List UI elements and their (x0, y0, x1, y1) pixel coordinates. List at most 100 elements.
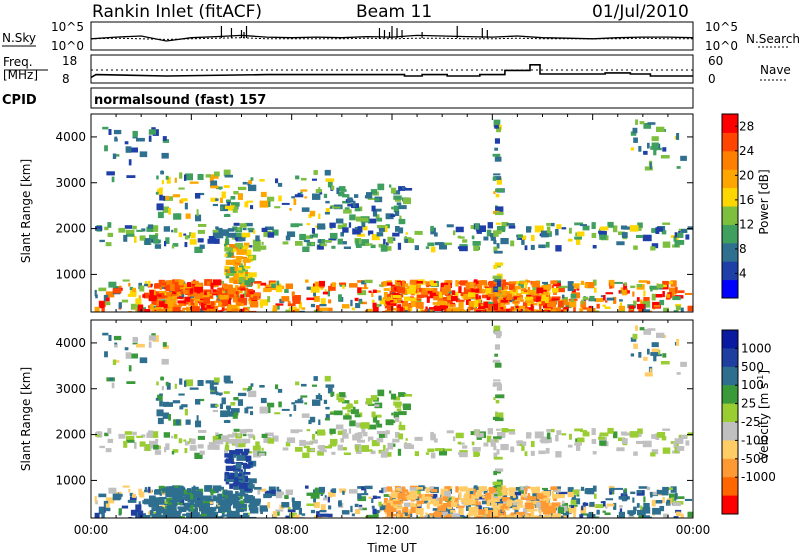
velocity-cell (328, 491, 336, 497)
velocity-cell (487, 499, 495, 503)
velocity-cell (371, 505, 375, 509)
velocity-cell (230, 402, 236, 406)
velocity-cell (95, 500, 98, 505)
velocity-cell (343, 452, 351, 455)
power-cell (430, 246, 436, 253)
velocity-cell (210, 391, 219, 395)
velocity-colorbar-label: 500 (741, 360, 764, 374)
power-cell (190, 232, 196, 239)
velocity-cell (224, 380, 233, 384)
velocity-cell (545, 502, 549, 510)
power-cell (250, 205, 254, 210)
velocity-cell (227, 407, 231, 413)
velocity-cell (318, 486, 325, 493)
velocity-cell (495, 412, 504, 419)
velocity-cell (127, 499, 137, 503)
velocity-cell (194, 452, 203, 459)
power-cell (105, 297, 110, 302)
velocity-cell (167, 502, 175, 505)
velocity-cell (551, 491, 554, 495)
power-cell (357, 280, 365, 283)
power-cell (669, 287, 678, 294)
velocity-cell (320, 504, 326, 511)
power-cell (478, 295, 481, 299)
velocity-cell (250, 507, 258, 514)
power-cell (257, 284, 261, 289)
velocity-cell (669, 493, 678, 500)
power-cell (242, 228, 247, 231)
power-cell (471, 235, 475, 240)
velocity-cell (517, 440, 523, 444)
velocity-cell (212, 435, 219, 439)
velocity-cell (268, 493, 277, 497)
velocity-colorbar-label: 100 (741, 378, 764, 392)
power-cell (239, 310, 246, 312)
velocity-cell (471, 441, 475, 446)
power-cell (532, 286, 540, 293)
velocity-cell (441, 493, 445, 499)
velocity-cell (389, 509, 397, 512)
power-cell (306, 286, 312, 290)
velocity-cell (224, 453, 233, 458)
velocity-cell (329, 428, 336, 434)
power-cell (459, 236, 465, 239)
power-cell (287, 303, 296, 307)
power-cell (410, 299, 418, 306)
velocity-cell (393, 401, 402, 406)
power-cell (239, 280, 247, 287)
power-cell (551, 298, 560, 301)
power-cell (495, 206, 504, 213)
power-cell (567, 238, 573, 242)
velocity-cell (459, 450, 468, 454)
power-cell (493, 173, 501, 176)
velocity-cell (329, 412, 333, 415)
velocity-cell (161, 488, 167, 492)
velocity-cell (246, 406, 253, 409)
velocity-cell (185, 379, 193, 387)
power-cell (430, 225, 434, 232)
velocity-cell (501, 507, 510, 511)
power-cell (662, 222, 671, 225)
power-cell (425, 288, 434, 291)
velocity-cell (687, 511, 693, 518)
velocity-cell (475, 516, 485, 518)
velocity-cell (224, 478, 227, 482)
power-cell (108, 281, 117, 288)
velocity-cell (101, 512, 105, 518)
power-cell (496, 177, 502, 185)
power-cell (225, 252, 234, 258)
beam-title: Beam 11 (356, 2, 432, 22)
power-cell (197, 174, 204, 180)
power-cell (222, 299, 229, 306)
velocity-cell (184, 380, 187, 387)
velocity-cell (299, 439, 306, 447)
velocity-cell (311, 434, 315, 440)
power-cell (282, 241, 289, 245)
velocity-cell (237, 493, 241, 496)
power-cell (210, 282, 214, 290)
power-cell (139, 235, 146, 241)
power-cell (562, 306, 569, 311)
velocity-cell (339, 488, 347, 491)
velocity-cell (198, 430, 207, 433)
power-cell (633, 137, 638, 143)
power-cell (390, 187, 397, 194)
velocity-cell (182, 513, 189, 516)
power-cell (195, 214, 202, 222)
velocity-cell (164, 446, 167, 453)
power-cell (207, 238, 217, 244)
power-cell (230, 196, 236, 200)
velocity-cell (295, 447, 303, 452)
power-cell (506, 293, 513, 300)
power-cell (118, 285, 122, 288)
velocity-colorbar-segment (722, 495, 738, 515)
power-cell (494, 262, 504, 266)
power-cell (232, 226, 238, 231)
velocity-cell (128, 488, 131, 493)
velocity-cell (157, 394, 163, 401)
velocity-cell (360, 507, 367, 511)
power-cell (591, 232, 597, 238)
velocity-cell (444, 448, 452, 452)
velocity-cell (277, 511, 280, 516)
power-cell (476, 230, 482, 234)
